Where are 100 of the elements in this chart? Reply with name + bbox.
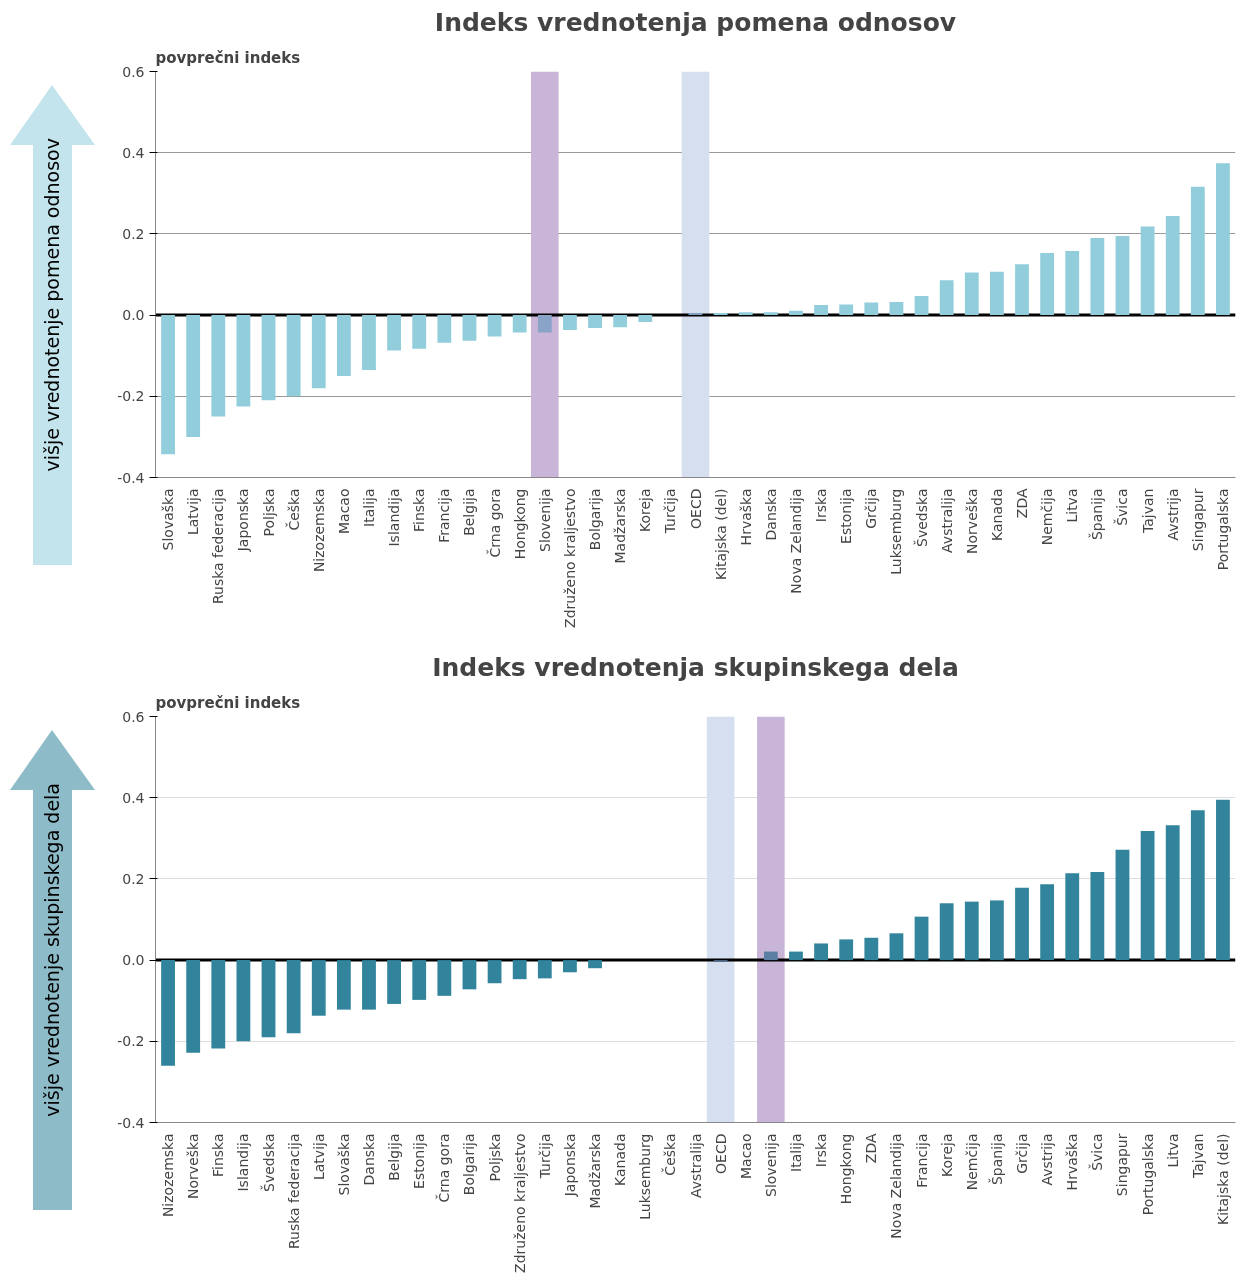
bar xyxy=(261,315,276,401)
x-tick-label: Poljska xyxy=(486,1133,503,1182)
x-tick-label: Latvija xyxy=(185,488,202,536)
x-tick-label: Nemčija xyxy=(963,1133,980,1191)
bar xyxy=(387,960,402,1004)
bar xyxy=(814,304,828,316)
bar xyxy=(613,315,628,328)
bar xyxy=(1115,235,1130,316)
bar xyxy=(989,271,1004,316)
y-tick-label: 0.4 xyxy=(122,144,145,161)
x-tick-label: Danska xyxy=(762,488,779,541)
x-tick-label: Luksemburg xyxy=(637,1133,654,1220)
bar xyxy=(186,960,201,1053)
x-tick-label: Črna gora xyxy=(435,1133,453,1203)
x-tick-label: Litva xyxy=(1064,488,1081,523)
x-tick-label: Kanada xyxy=(612,1133,629,1186)
x-tick-label: Hongkong xyxy=(511,488,528,560)
y-tick-label: 0.0 xyxy=(122,952,145,969)
bar xyxy=(914,296,929,316)
y-tick-label: 0.0 xyxy=(122,307,145,324)
x-tick-label: Kitajska (del) xyxy=(712,488,729,581)
x-tick-label: Koreja xyxy=(938,1133,955,1178)
bar xyxy=(1165,216,1180,316)
x-tick-label: Italija xyxy=(360,488,377,527)
x-tick-label: Bolgarija xyxy=(587,488,604,551)
x-tick-label: Avstralija xyxy=(687,1133,704,1198)
bar xyxy=(1115,849,1130,961)
bar xyxy=(487,315,502,337)
bar xyxy=(688,313,703,316)
x-tick-label: Turčija xyxy=(536,1133,553,1180)
x-tick-label: Hrvaška xyxy=(1064,1133,1081,1191)
x-tick-label: Norveška xyxy=(963,488,980,554)
bar xyxy=(588,960,602,969)
bar xyxy=(311,315,326,389)
x-tick-label: Madžarska xyxy=(612,488,629,564)
x-tick-label: Finska xyxy=(411,488,428,533)
bar xyxy=(1216,799,1230,961)
bar xyxy=(939,280,954,316)
bar xyxy=(211,315,226,417)
bar xyxy=(537,315,552,333)
x-tick-label: Latvija xyxy=(310,1133,327,1181)
x-tick-label: Nova Zelandija xyxy=(888,1133,905,1239)
x-tick-label: Portugalska xyxy=(1214,488,1231,571)
bar xyxy=(1065,873,1080,961)
x-tick-label: Hrvaška xyxy=(737,488,754,546)
bar xyxy=(462,960,477,990)
bar xyxy=(638,315,653,322)
bar xyxy=(1140,830,1155,961)
x-tick-label: Nova Zelandija xyxy=(787,488,804,594)
y-tick-label: 0.6 xyxy=(122,63,145,80)
bar xyxy=(1140,226,1155,316)
x-tick-label: Ruska federacija xyxy=(285,1133,302,1250)
bar xyxy=(211,960,226,1049)
x-tick-label: Španija xyxy=(1088,488,1106,541)
x-tick-label: Slovaška xyxy=(335,1133,352,1196)
x-tick-label: Japonska xyxy=(561,1133,578,1198)
y-tick-label: 0.4 xyxy=(122,789,145,806)
bar xyxy=(286,960,301,1034)
x-tick-label: Hongkong xyxy=(838,1133,855,1205)
x-tick-label: Slovenija xyxy=(762,1133,779,1197)
bar xyxy=(789,310,803,316)
x-tick-label: Norveška xyxy=(185,1133,202,1199)
x-tick-label: Singapur xyxy=(1189,488,1206,552)
x-tick-label: Islandija xyxy=(386,488,403,547)
chart-title: Indeks vrednotenja skupinskega dela xyxy=(432,652,959,682)
bar xyxy=(864,302,879,316)
bar xyxy=(588,315,602,329)
bar xyxy=(362,315,376,370)
x-tick-label: Irska xyxy=(813,1133,830,1168)
x-tick-label: Španija xyxy=(987,1133,1005,1186)
bar xyxy=(563,960,577,973)
bar xyxy=(412,960,427,1000)
bar xyxy=(839,939,854,961)
x-tick-label: Danska xyxy=(360,1133,377,1186)
bar xyxy=(186,315,201,437)
x-tick-label: Švedska xyxy=(912,488,930,547)
x-tick-label: Islandija xyxy=(235,1133,252,1192)
x-tick-label: Združeno kraljestvo xyxy=(511,1133,528,1273)
x-tick-label: Singapur xyxy=(1114,1133,1131,1197)
bar xyxy=(236,315,251,407)
x-tick-label: Kanada xyxy=(988,488,1005,541)
x-tick-label: Grčija xyxy=(1014,1133,1031,1174)
bar xyxy=(1090,237,1105,316)
x-tick-label: Irska xyxy=(813,488,830,523)
bar xyxy=(1015,264,1029,316)
bar xyxy=(1165,825,1180,961)
x-tick-label: Belgija xyxy=(386,1133,403,1181)
bar xyxy=(512,315,527,333)
x-tick-label: Nizozemska xyxy=(310,488,327,573)
x-tick-label: OECD xyxy=(712,1133,729,1174)
x-tick-label: Slovaška xyxy=(160,488,177,551)
x-tick-label: Portugalska xyxy=(1139,1133,1156,1216)
bar xyxy=(437,315,452,343)
x-tick-label: Poljska xyxy=(260,488,277,537)
x-tick-label: Turčija xyxy=(662,488,679,535)
x-tick-label: Macao xyxy=(737,1133,754,1179)
bar xyxy=(964,901,979,961)
x-tick-label: Združeno kraljestvo xyxy=(561,488,578,628)
bar xyxy=(387,315,402,351)
x-tick-label: Finska xyxy=(210,1133,227,1178)
